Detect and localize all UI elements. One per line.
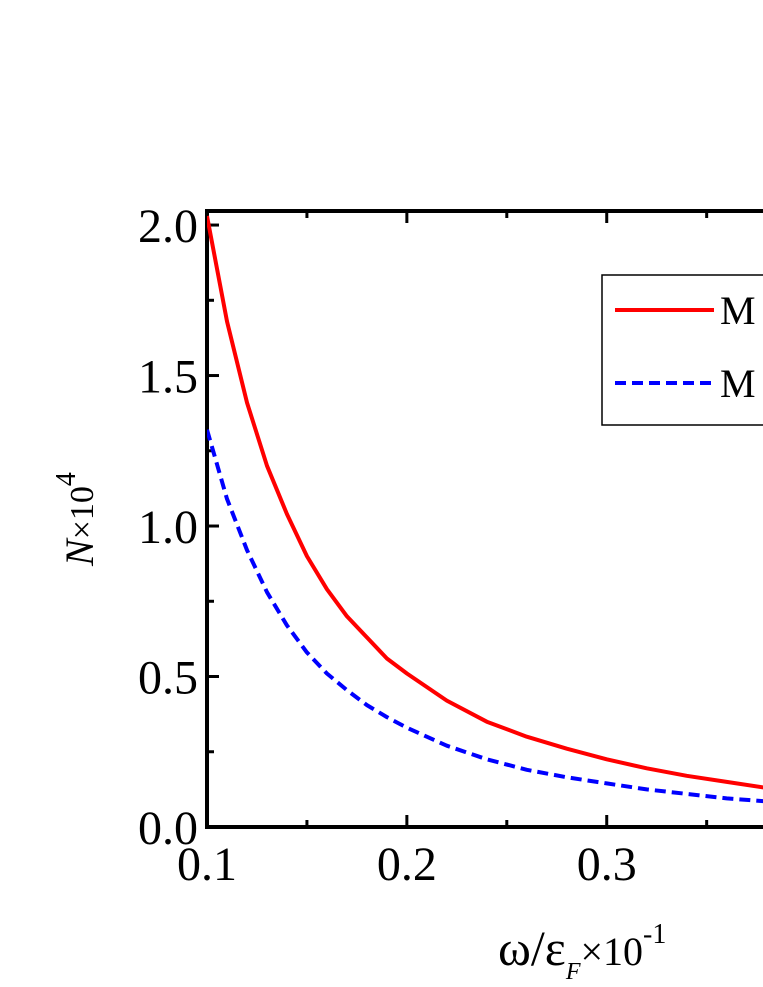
x-tick-label: 0.2 — [377, 838, 437, 891]
series-line-1 — [207, 215, 763, 790]
x-label-multiplier: ×10 — [580, 929, 643, 974]
legend-box — [601, 274, 763, 426]
y-tick-label: 0.0 — [138, 802, 198, 855]
x-label-exponent: -1 — [643, 919, 666, 950]
x-label-symbol: ω/ε — [498, 920, 566, 976]
legend-label-series-2: M — [720, 361, 756, 406]
y-label-multiplier: ×10 — [64, 486, 101, 539]
x-tick-label: 0.3 — [577, 838, 637, 891]
series-line-2 — [207, 429, 763, 804]
y-label-exponent: 4 — [51, 472, 82, 486]
y-tick-label: 1.5 — [138, 351, 198, 404]
tick-labels: 0.1 0.2 0.3 0.0 0.5 1.0 1.5 2.0 — [138, 200, 637, 891]
y-axis-label: N×104 — [51, 472, 102, 567]
x-axis-label: ω/εF×10-1 — [498, 919, 666, 985]
y-tick-label: 1.0 — [138, 501, 198, 554]
legend-label-series-1: M — [720, 288, 756, 333]
tick-marks — [205, 211, 709, 829]
y-tick-label: 2.0 — [138, 200, 198, 253]
plot-frame — [205, 209, 763, 829]
x-label-subscript: F — [565, 959, 581, 985]
series-group — [207, 215, 763, 804]
x-tick-label: 0.1 — [177, 838, 237, 891]
legend: M M — [601, 274, 763, 426]
y-tick-label: 0.5 — [138, 652, 198, 705]
y-label-symbol: N — [57, 537, 102, 567]
svg-text:N×104: N×104 — [51, 472, 102, 567]
